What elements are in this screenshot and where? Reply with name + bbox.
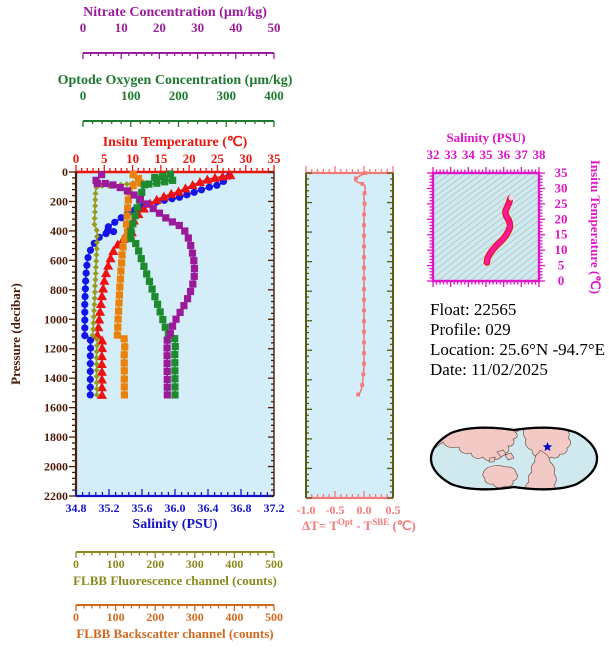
svg-text:50: 50 <box>268 20 281 35</box>
svg-text:400: 400 <box>264 88 284 103</box>
svg-text:34: 34 <box>462 147 476 162</box>
svg-text:Salinity (PSU): Salinity (PSU) <box>446 130 525 145</box>
svg-text:400: 400 <box>225 610 243 624</box>
svg-text:37.2: 37.2 <box>264 501 285 515</box>
svg-text:0: 0 <box>558 273 565 288</box>
svg-text:25: 25 <box>555 196 569 211</box>
svg-text:100: 100 <box>121 88 141 103</box>
svg-text:30: 30 <box>555 180 568 195</box>
svg-text:20: 20 <box>153 20 166 35</box>
svg-text:Pressure (decibar): Pressure (decibar) <box>8 283 23 385</box>
svg-text:300: 300 <box>186 610 204 624</box>
svg-text:Insitu Temperature (℃): Insitu Temperature (℃) <box>588 160 603 294</box>
svg-text:1200: 1200 <box>44 342 68 356</box>
svg-text:10: 10 <box>115 20 128 35</box>
svg-text:400: 400 <box>50 224 68 238</box>
svg-text:1000: 1000 <box>44 312 68 326</box>
svg-text:500: 500 <box>265 557 283 571</box>
svg-text:0: 0 <box>73 151 80 166</box>
svg-text:200: 200 <box>146 557 164 571</box>
svg-text:30: 30 <box>239 151 252 166</box>
svg-text:FLBB Fluorescence channel (cou: FLBB Fluorescence channel (counts) <box>73 573 277 588</box>
svg-text:37: 37 <box>515 147 529 162</box>
svg-text:500: 500 <box>265 610 283 624</box>
svg-text:200: 200 <box>50 194 68 208</box>
svg-text:-1.0: -1.0 <box>297 503 316 517</box>
svg-text:34.8: 34.8 <box>66 501 87 515</box>
svg-text:Profile: 029: Profile: 029 <box>430 320 511 339</box>
svg-text:38: 38 <box>533 147 547 162</box>
svg-text:0: 0 <box>62 165 68 179</box>
svg-text:5: 5 <box>558 258 565 273</box>
svg-text:36: 36 <box>497 147 511 162</box>
svg-text:800: 800 <box>50 283 68 297</box>
svg-text:15: 15 <box>154 151 168 166</box>
svg-text:0: 0 <box>73 610 79 624</box>
svg-text:100: 100 <box>107 557 125 571</box>
svg-text:0.5: 0.5 <box>386 503 401 517</box>
svg-text:32: 32 <box>427 147 440 162</box>
svg-text:0.0: 0.0 <box>357 503 372 517</box>
svg-text:Nitrate Concentration (µm/kg): Nitrate Concentration (µm/kg) <box>83 5 267 20</box>
svg-text:35: 35 <box>268 151 282 166</box>
svg-text:15: 15 <box>555 227 569 242</box>
svg-text:10: 10 <box>555 242 568 257</box>
svg-text:0: 0 <box>80 20 87 35</box>
svg-text:1800: 1800 <box>44 430 68 444</box>
svg-text:0: 0 <box>80 88 87 103</box>
svg-text:36.4: 36.4 <box>198 501 219 515</box>
svg-text:20: 20 <box>183 151 196 166</box>
svg-text:40: 40 <box>229 20 242 35</box>
svg-text:Date: 11/02/2025: Date: 11/02/2025 <box>430 360 548 379</box>
svg-text:Location: 25.6°N -94.7°E: Location: 25.6°N -94.7°E <box>430 340 605 359</box>
svg-text:200: 200 <box>169 88 189 103</box>
svg-text:400: 400 <box>225 557 243 571</box>
svg-text:300: 300 <box>186 557 204 571</box>
svg-text:5: 5 <box>101 151 108 166</box>
svg-text:300: 300 <box>217 88 237 103</box>
svg-text:36.0: 36.0 <box>165 501 186 515</box>
svg-text:1400: 1400 <box>44 371 68 385</box>
svg-text:35: 35 <box>480 147 494 162</box>
svg-text:Salinity (PSU): Salinity (PSU) <box>132 517 218 532</box>
svg-text:25: 25 <box>211 151 225 166</box>
svg-text:2000: 2000 <box>44 460 68 474</box>
svg-text:600: 600 <box>50 253 68 267</box>
svg-text:100: 100 <box>107 610 125 624</box>
svg-text:36.8: 36.8 <box>231 501 252 515</box>
svg-text:FLBB Backscatter channel (coun: FLBB Backscatter channel (counts) <box>76 626 273 641</box>
svg-text:35: 35 <box>555 165 569 180</box>
svg-text:2200: 2200 <box>44 489 68 503</box>
svg-text:-0.5: -0.5 <box>326 503 345 517</box>
svg-text:35.6: 35.6 <box>132 501 153 515</box>
svg-text:0: 0 <box>73 557 79 571</box>
svg-text:1600: 1600 <box>44 401 68 415</box>
svg-text:33: 33 <box>444 147 458 162</box>
svg-text:200: 200 <box>146 610 164 624</box>
svg-text:20: 20 <box>555 211 568 226</box>
svg-text:Optode Oxygen Concentration (µ: Optode Oxygen Concentration (µm/kg) <box>58 73 293 88</box>
svg-text:10: 10 <box>126 151 139 166</box>
svg-text:ΔT= TOpt - TSBE (℃): ΔT= TOpt - TSBE (℃) <box>302 517 416 533</box>
svg-text:30: 30 <box>191 20 204 35</box>
svg-text:Float: 22565: Float: 22565 <box>430 300 516 319</box>
svg-text:Insitu Temperature (℃): Insitu Temperature (℃) <box>103 135 248 150</box>
svg-text:35.2: 35.2 <box>99 501 120 515</box>
